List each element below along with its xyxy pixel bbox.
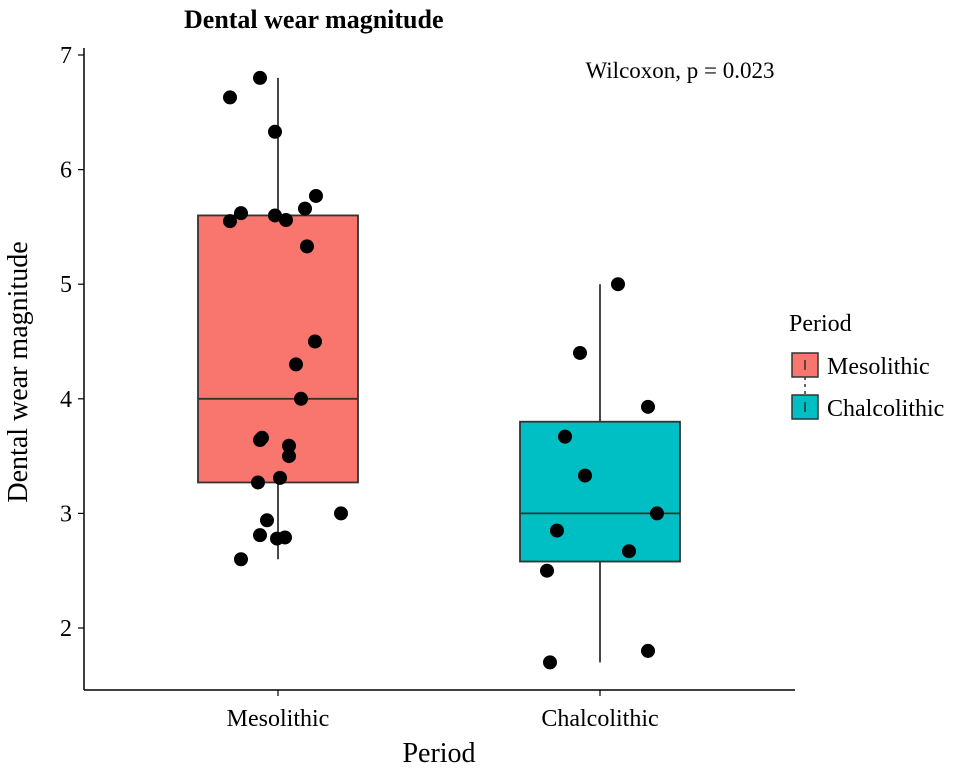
y-tick-label: 7 [60, 43, 72, 69]
data-point [253, 70, 267, 85]
x-tick-label: Mesolithic [227, 706, 330, 732]
data-point [279, 213, 293, 228]
data-point [282, 449, 296, 464]
legend-title: Period [789, 311, 852, 337]
data-point [234, 552, 248, 567]
data-point [260, 513, 274, 528]
data-point [289, 357, 303, 372]
data-point [223, 90, 237, 105]
y-axis-ticks: 2 3 4 5 6 7 [60, 43, 84, 642]
data-point [234, 206, 248, 221]
legend-entries: Mesolithic Chalcolithic [791, 352, 944, 422]
data-point [298, 201, 312, 216]
data-point [543, 655, 557, 670]
chart-title: Dental wear magnitude [184, 5, 444, 34]
data-point [270, 531, 284, 546]
data-point [578, 468, 592, 483]
data-point [308, 334, 322, 349]
data-point [223, 214, 237, 229]
x-axis-ticks: Mesolithic Chalcolithic [227, 690, 659, 732]
legend-label: Chalcolithic [827, 396, 944, 422]
data-point [558, 429, 572, 444]
legend-label: Mesolithic [827, 354, 930, 380]
y-tick-label: 3 [60, 501, 72, 527]
legend-swatch [791, 352, 819, 378]
stat-annotation: Wilcoxon, p = 0.023 [586, 58, 775, 83]
data-point [573, 345, 587, 360]
data-point [300, 239, 314, 254]
y-axis-label: Dental wear magnitude [3, 241, 34, 502]
y-tick-label: 5 [60, 272, 72, 298]
data-point [253, 433, 267, 448]
data-point [251, 475, 265, 490]
data-point [540, 563, 554, 578]
data-point [334, 506, 348, 521]
data-point [611, 277, 625, 292]
data-point [273, 470, 287, 485]
box-mesolithic [197, 214, 359, 484]
jitter-points [223, 70, 664, 670]
y-tick-label: 2 [60, 616, 72, 642]
data-point [641, 399, 655, 414]
box-chalcolithic [519, 420, 681, 563]
data-point [253, 528, 267, 543]
data-point [650, 506, 664, 521]
data-point [641, 643, 655, 658]
data-point [622, 544, 636, 559]
y-tick-label: 4 [60, 387, 72, 413]
data-point [550, 523, 564, 538]
data-point [309, 188, 323, 203]
legend: Period Mesolithic Chalcolithic [789, 311, 944, 422]
y-tick-label: 6 [60, 158, 72, 184]
data-point [294, 391, 308, 406]
data-point [268, 124, 282, 139]
data-point [268, 208, 282, 223]
box-series [197, 77, 681, 663]
x-axis-label: Period [402, 738, 475, 769]
data-point [282, 438, 296, 453]
x-tick-label: Chalcolithic [541, 706, 658, 732]
